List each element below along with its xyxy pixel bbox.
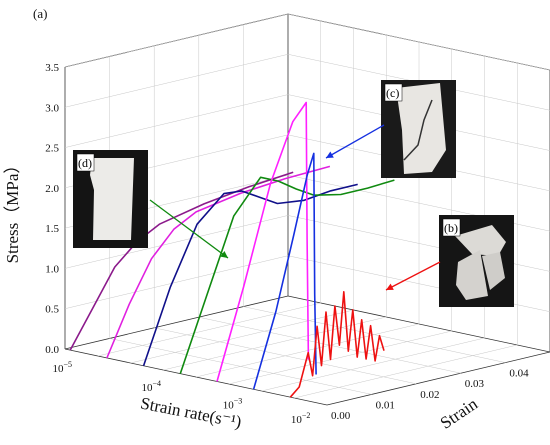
- stress-curve-series: [69, 171, 294, 351]
- callout-arrow: [385, 261, 441, 291]
- stress-curves: [69, 101, 395, 398]
- stress-tick-label: 2.0: [45, 183, 59, 195]
- strain-rate-tick-labels: 10−5 10−4 10−3 10−2: [52, 360, 310, 426]
- strain-rate-tick-label: 10−4: [142, 379, 162, 394]
- stress-curve-series: [289, 291, 385, 398]
- strain-tick-label: 0.00: [331, 410, 351, 422]
- strain-rate-tick-label: 10−2: [291, 411, 311, 426]
- callout-arrowhead: [386, 283, 394, 290]
- strain-tick-labels: 0.000.010.020.030.040.05: [331, 368, 529, 422]
- stress-tick-label: 0.0: [45, 344, 59, 356]
- stress-tick-label: 0.5: [45, 304, 59, 316]
- panel-label: (a): [33, 6, 47, 21]
- strain-tick-label: 0.02: [420, 389, 439, 401]
- inset-c-tag: (c): [386, 86, 399, 100]
- stress-tick-label: 3.0: [45, 102, 59, 114]
- strain-axis-label: Strain: [437, 394, 482, 433]
- strain-rate-tick-label: 10−3: [223, 397, 243, 412]
- inset-photo-b: (b): [439, 215, 514, 307]
- stress-tick-label: 1.5: [45, 223, 59, 235]
- strain-tick-label: 0.01: [376, 399, 395, 411]
- inset-b-tag: (b): [444, 221, 458, 235]
- stress-tick-label: 2.5: [45, 143, 59, 155]
- callout-arrows: [149, 124, 441, 291]
- stress-curve-series: [142, 183, 358, 367]
- callout-arrowhead: [326, 151, 334, 158]
- strain-tick-label: 0.03: [465, 378, 485, 390]
- stress-tick-label: 1.0: [45, 263, 59, 275]
- callout-arrowhead: [220, 251, 228, 258]
- inset-d-tag: (d): [78, 156, 92, 170]
- strain-rate-tick-label: 10−5: [52, 360, 72, 375]
- strain-tick-label: 0.04: [509, 368, 529, 380]
- stress-curve-series: [216, 101, 310, 382]
- stress-curve-series: [179, 176, 395, 374]
- stress-axis-label: Stress（MPa）: [3, 157, 22, 264]
- stress-tick-labels: 0.0 0.5 1.0 1.5 2.0 2.5 3.0 3.5: [45, 62, 59, 356]
- callout-arrow: [149, 199, 229, 259]
- inset-photo-d: (d): [73, 150, 148, 248]
- callout-arrow: [325, 124, 385, 159]
- stress-curve-series: [252, 152, 317, 390]
- stress-tick-label: 3.5: [45, 62, 59, 74]
- inset-photo-c: (c): [381, 80, 456, 178]
